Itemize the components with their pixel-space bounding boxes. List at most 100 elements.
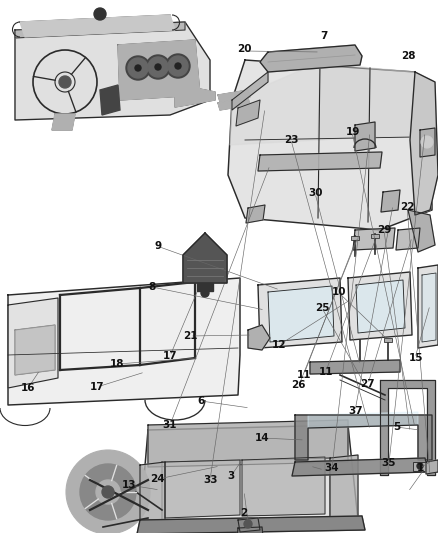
Circle shape	[421, 136, 433, 148]
Polygon shape	[8, 298, 58, 388]
Circle shape	[126, 56, 150, 80]
FancyBboxPatch shape	[384, 338, 392, 342]
Polygon shape	[140, 462, 165, 528]
Text: 18: 18	[110, 359, 125, 369]
Polygon shape	[218, 90, 250, 102]
Circle shape	[128, 58, 148, 78]
Polygon shape	[246, 205, 265, 223]
Text: 9: 9	[154, 241, 161, 251]
Circle shape	[155, 64, 161, 70]
Polygon shape	[422, 273, 436, 342]
Text: 29: 29	[378, 225, 392, 235]
Polygon shape	[258, 278, 342, 348]
Text: 7: 7	[321, 31, 328, 41]
Text: 15: 15	[409, 353, 424, 363]
Text: 5: 5	[393, 423, 400, 432]
Text: 19: 19	[346, 127, 360, 137]
Text: 13: 13	[122, 480, 137, 490]
Polygon shape	[242, 457, 325, 516]
Circle shape	[175, 63, 181, 69]
Text: 35: 35	[381, 458, 396, 467]
FancyBboxPatch shape	[413, 462, 427, 471]
Circle shape	[417, 463, 423, 469]
Polygon shape	[15, 22, 185, 38]
Polygon shape	[310, 360, 400, 374]
Text: 25: 25	[314, 303, 329, 313]
Polygon shape	[230, 62, 320, 145]
Polygon shape	[248, 325, 270, 350]
Polygon shape	[420, 128, 435, 157]
Polygon shape	[353, 228, 395, 250]
Circle shape	[201, 289, 209, 297]
Circle shape	[80, 464, 136, 520]
Text: 17: 17	[90, 382, 105, 392]
Polygon shape	[52, 114, 75, 130]
Text: 21: 21	[183, 331, 198, 341]
Polygon shape	[237, 527, 263, 533]
Text: 14: 14	[254, 433, 269, 443]
Text: 27: 27	[360, 379, 375, 389]
Circle shape	[166, 54, 190, 78]
Circle shape	[168, 56, 188, 76]
Polygon shape	[258, 152, 382, 171]
Polygon shape	[348, 272, 412, 340]
Polygon shape	[100, 85, 120, 115]
Polygon shape	[20, 15, 175, 37]
Text: 10: 10	[331, 287, 346, 297]
Circle shape	[244, 520, 252, 528]
Circle shape	[146, 55, 170, 79]
Polygon shape	[218, 98, 250, 110]
Text: 17: 17	[162, 351, 177, 361]
Circle shape	[102, 486, 114, 498]
Text: 24: 24	[150, 474, 165, 483]
Polygon shape	[308, 412, 418, 428]
Circle shape	[135, 65, 141, 71]
Polygon shape	[381, 190, 400, 212]
Polygon shape	[165, 460, 240, 518]
Polygon shape	[137, 516, 365, 533]
Polygon shape	[292, 458, 428, 476]
Polygon shape	[15, 325, 55, 375]
Text: 6: 6	[198, 397, 205, 406]
Polygon shape	[410, 72, 438, 215]
Polygon shape	[183, 233, 227, 283]
Polygon shape	[236, 100, 260, 126]
Polygon shape	[318, 62, 370, 140]
Text: 22: 22	[400, 202, 415, 212]
Text: 23: 23	[284, 135, 299, 145]
Text: 2: 2	[240, 508, 247, 518]
Polygon shape	[408, 210, 435, 252]
Circle shape	[148, 57, 168, 77]
Polygon shape	[268, 286, 334, 342]
Text: 26: 26	[291, 381, 306, 390]
Polygon shape	[175, 88, 215, 107]
Polygon shape	[15, 22, 210, 120]
Circle shape	[59, 76, 71, 88]
Polygon shape	[148, 420, 348, 467]
FancyBboxPatch shape	[351, 236, 359, 240]
Text: 28: 28	[401, 51, 416, 61]
Polygon shape	[396, 228, 420, 250]
Polygon shape	[140, 425, 358, 525]
Text: 31: 31	[162, 421, 177, 430]
Circle shape	[96, 480, 120, 504]
Polygon shape	[162, 458, 330, 525]
Text: 12: 12	[272, 340, 287, 350]
Polygon shape	[295, 415, 432, 460]
Circle shape	[66, 450, 150, 533]
Text: 37: 37	[348, 407, 363, 416]
Polygon shape	[232, 72, 268, 110]
Polygon shape	[8, 278, 240, 405]
Text: 16: 16	[20, 383, 35, 393]
Polygon shape	[368, 68, 432, 137]
Polygon shape	[228, 60, 432, 230]
Polygon shape	[355, 122, 375, 151]
Polygon shape	[260, 45, 362, 72]
Polygon shape	[418, 265, 438, 348]
Polygon shape	[118, 40, 200, 100]
Polygon shape	[380, 380, 435, 475]
Text: 8: 8	[148, 282, 155, 292]
Text: 33: 33	[203, 475, 218, 484]
Text: 11: 11	[297, 370, 312, 379]
Polygon shape	[356, 280, 405, 333]
